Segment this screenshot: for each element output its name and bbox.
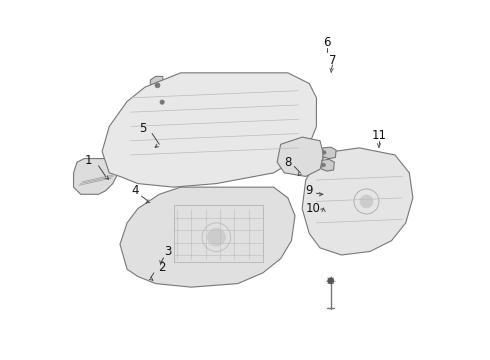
Polygon shape xyxy=(323,147,336,158)
Polygon shape xyxy=(102,73,317,187)
Text: 6: 6 xyxy=(323,36,331,49)
Polygon shape xyxy=(157,93,168,109)
Circle shape xyxy=(155,83,160,88)
Polygon shape xyxy=(277,137,323,176)
Text: 5: 5 xyxy=(139,122,146,135)
Circle shape xyxy=(322,151,326,154)
Polygon shape xyxy=(120,187,295,287)
Polygon shape xyxy=(150,76,163,96)
Text: 10: 10 xyxy=(305,202,320,215)
Polygon shape xyxy=(74,158,117,194)
Text: 3: 3 xyxy=(165,245,172,258)
Text: 2: 2 xyxy=(158,261,166,274)
Polygon shape xyxy=(302,148,413,255)
Text: 1: 1 xyxy=(85,154,93,167)
Circle shape xyxy=(328,278,334,284)
Text: 8: 8 xyxy=(284,156,292,168)
Text: 4: 4 xyxy=(132,184,139,197)
Polygon shape xyxy=(322,159,334,171)
Text: 9: 9 xyxy=(306,184,313,197)
Text: 7: 7 xyxy=(329,54,336,67)
Circle shape xyxy=(207,228,225,246)
Circle shape xyxy=(160,100,164,104)
Circle shape xyxy=(322,163,325,167)
Circle shape xyxy=(360,195,373,208)
Text: 11: 11 xyxy=(371,129,387,142)
